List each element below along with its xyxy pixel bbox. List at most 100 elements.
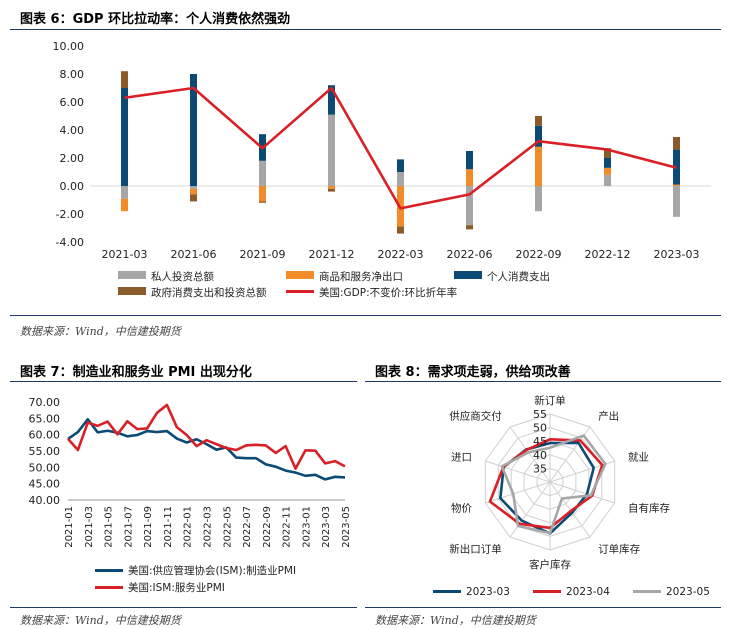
fig6-bar-s1-1 <box>190 188 197 195</box>
fig6-bottom-rule <box>10 315 721 316</box>
fig6-gdp-line <box>124 86 677 210</box>
fig7-xtick-5: 2021-11 <box>163 506 174 548</box>
fig6-bar-s2-3 <box>328 85 335 115</box>
fig8-title-rule <box>365 381 721 382</box>
fig8-rtick-2: 45 <box>533 435 547 448</box>
fig7-series-line-1 <box>67 403 346 470</box>
fig7-xtick-14: 2023-05 <box>341 506 352 548</box>
fig8-spoke-3 <box>549 481 615 504</box>
fig7-source: 数据来源：Wind，中信建投期货 <box>20 614 181 627</box>
fig6-ytick-7: -4.00 <box>56 236 84 249</box>
fig6-ytick-3: 4.00 <box>60 124 85 137</box>
fig6-legend-label-1: 商品和服务净出口 <box>319 270 403 283</box>
fig6-xtick-3: 2021-12 <box>309 248 355 261</box>
fig6-bar-s2-6 <box>535 125 542 147</box>
fig7-legend-label-1: 美国:ISM:服务业PMI <box>128 581 225 594</box>
fig8-spoke-7 <box>485 481 551 504</box>
fig6-bar-s0-0 <box>121 186 128 199</box>
fig6-bar-s0-2 <box>259 160 266 186</box>
fig8-legend-swatch-2 <box>633 590 661 593</box>
fig6-bar-s1-6 <box>535 146 542 186</box>
fig6-legend-swatch-1 <box>286 271 314 279</box>
fig6-legend-swatch-3 <box>118 287 146 295</box>
fig6-bar-s0-5 <box>466 186 473 226</box>
fig6-bar-s1-2 <box>259 186 266 202</box>
fig8-axis-label-5: 客户库存 <box>529 558 571 571</box>
fig7-legend-label-0: 美国:供应管理协会(ISM):制造业PMI <box>128 564 296 577</box>
fig6-bar-s3-1 <box>190 194 197 202</box>
fig8-legend-swatch-1 <box>533 590 561 593</box>
fig6-legend-swatch-2 <box>454 271 482 279</box>
fig6-xtick-4: 2022-03 <box>378 248 424 261</box>
fig7-ytick-0: 70.00 <box>29 396 61 409</box>
fig8-title: 图表 8：需求项走弱，供给项改善 <box>375 365 571 380</box>
fig6-bar-s0-3 <box>328 114 335 186</box>
fig7-legend-swatch-0 <box>95 569 123 572</box>
fig6-ytick-2: 6.00 <box>60 96 85 109</box>
fig6-bar-s2-4 <box>397 159 404 172</box>
fig8-legend-label-0: 2023-03 <box>466 586 510 598</box>
fig8-rtick-3: 40 <box>533 449 547 462</box>
fig8-axis-label-4: 订单库存 <box>598 542 640 555</box>
fig7-xtick-12: 2023-01 <box>301 506 312 548</box>
fig8-source: 数据来源：Wind，中信建投期货 <box>375 614 536 627</box>
fig6-xtick-7: 2022-12 <box>585 248 631 261</box>
fig8-rtick-0: 55 <box>533 408 547 421</box>
fig8-axis-label-2: 就业 <box>628 451 649 464</box>
fig6-ytick-4: 2.00 <box>60 152 85 165</box>
fig6-bar-s0-4 <box>397 172 404 186</box>
fig6-xtick-2: 2021-09 <box>240 248 286 261</box>
fig6-bar-s3-8 <box>673 137 680 150</box>
fig7-ytick-2: 60.00 <box>29 429 61 442</box>
fig6-bar-s3-0 <box>121 71 128 88</box>
fig6-ytick-1: 8.00 <box>60 68 85 81</box>
fig7-xtick-9: 2022-07 <box>242 506 253 548</box>
fig6-bar-s0-6 <box>535 186 542 212</box>
fig8-spoke-9 <box>509 426 551 483</box>
fig6-ytick-0: 10.00 <box>53 40 85 53</box>
fig8-rtick-4: 35 <box>533 462 547 475</box>
fig6-legend-label-4: 美国:GDP:不变价:环比折年率 <box>319 286 457 299</box>
fig7-ytick-4: 50.00 <box>29 461 61 474</box>
fig8-axis-label-3: 自有库存 <box>628 501 670 514</box>
fig6-bar-s2-0 <box>121 88 128 186</box>
fig6-ytick-6: -2.00 <box>56 208 84 221</box>
fig6-title: 图表 6：GDP 环比拉动率：个人消费依然强劲 <box>20 12 291 27</box>
fig6-title-rule <box>10 29 721 30</box>
fig8-axis-label-7: 物价 <box>451 501 472 514</box>
fig8-axis-label-8: 进口 <box>451 452 472 464</box>
fig7-xtick-8: 2022-05 <box>222 506 233 548</box>
fig6-stacked-bar-chart: 10.00 8.00 6.00 4.00 2.00 0.00 -2.00 -4.00 2021… <box>53 40 711 299</box>
fig6-bar-s1-8 <box>673 184 680 186</box>
fig6-xtick-0: 2021-03 <box>102 248 148 261</box>
fig6-xtick-6: 2022-09 <box>516 248 562 261</box>
fig7-xtick-10: 2022-09 <box>262 506 273 548</box>
fig7-legend-swatch-1 <box>95 586 123 589</box>
fig8-axis-label-0: 新订单 <box>534 394 566 407</box>
fig7-title: 图表 7：制造业和服务业 PMI 出现分化 <box>20 365 252 380</box>
fig8-axis-label-9: 供应商交付 <box>449 410 502 423</box>
fig7-xtick-2: 2021-05 <box>104 506 115 548</box>
fig6-bar-s1-7 <box>604 167 611 175</box>
fig6-xtick-1: 2021-06 <box>171 248 217 261</box>
fig6-bar-s1-0 <box>121 198 128 212</box>
fig7-ytick-5: 45.00 <box>29 478 61 491</box>
fig7-series-line-0 <box>67 418 346 481</box>
fig8-spoke-4 <box>549 481 591 538</box>
fig8-rtick-1: 50 <box>533 422 547 435</box>
fig8-legend-swatch-0 <box>433 590 461 593</box>
fig8-spoke-6 <box>509 481 551 538</box>
fig7-bottom-rule <box>10 607 357 608</box>
fig8-series-poly-2 <box>500 434 607 535</box>
fig6-source: 数据来源：Wind，中信建投期货 <box>20 325 181 338</box>
fig6-bar-s1-3 <box>328 186 335 189</box>
fig7-xtick-6: 2022-01 <box>183 506 194 548</box>
fig6-legend-label-0: 私人投资总额 <box>151 270 214 283</box>
fig6-legend-label-2: 个人消费支出 <box>487 270 550 283</box>
fig6-xtick-8: 2023-03 <box>654 248 700 261</box>
fig6-bar-s3-5 <box>466 225 473 230</box>
fig6-bar-s3-6 <box>535 116 542 126</box>
fig6-bar-s3-3 <box>328 188 335 192</box>
fig7-xtick-3: 2021-07 <box>123 506 134 548</box>
